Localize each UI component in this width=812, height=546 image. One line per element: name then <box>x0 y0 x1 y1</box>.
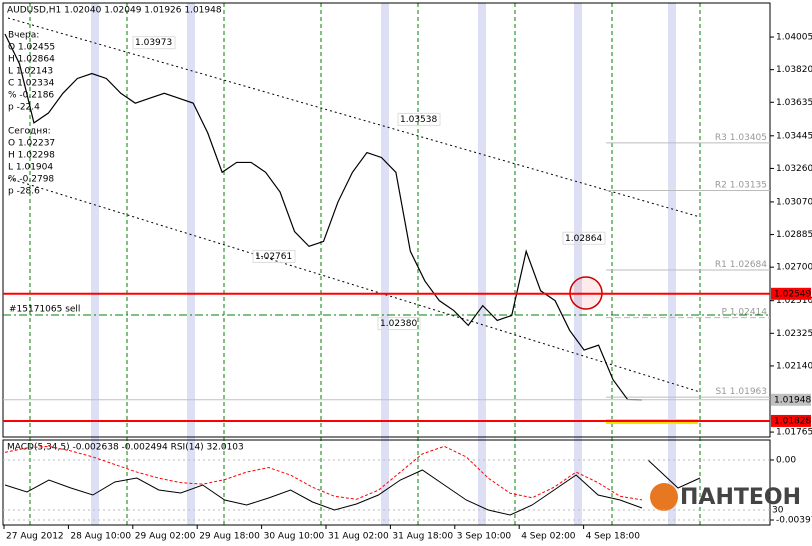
y-tick-label: 1.03635 <box>776 98 812 108</box>
x-tick-label: 31 Aug 18:00 <box>392 532 453 542</box>
highlight-bands <box>91 3 676 525</box>
y-tick-label: 1.02510 <box>776 296 812 306</box>
macd-tick-label: 0.00 <box>776 455 796 465</box>
channel-label: 1.03973 <box>135 38 172 48</box>
channel-label-box <box>252 249 296 263</box>
channel-label-box <box>397 112 441 126</box>
y-tick-label: 1.03820 <box>776 65 812 75</box>
macd-tick-label: -0.00397 <box>776 516 812 526</box>
y-tick-label: 1.04005 <box>776 33 812 43</box>
pivot-label: R1 1.02684 <box>715 259 767 269</box>
pivot-value: 1.03405 <box>730 132 767 142</box>
price-box <box>771 414 811 427</box>
y-tick-label: 1.02140 <box>776 361 812 371</box>
macd-line <box>4 445 643 501</box>
x-tick-label: 4 Sep 18:00 <box>586 532 641 542</box>
x-tick-label: 28 Aug 10:00 <box>70 532 131 542</box>
channel-label: 1.03538 <box>400 115 437 125</box>
channel-lines <box>7 17 701 393</box>
pivot-label: R2 1.03135 <box>715 180 767 190</box>
pivot-name: R1 <box>715 259 727 269</box>
x-tick-label: 30 Aug 10:00 <box>264 532 325 542</box>
x-tick-label: 29 Aug 18:00 <box>199 532 260 542</box>
y-tick-label: 1.01765 <box>776 428 812 438</box>
channel-label-box <box>377 317 421 331</box>
y-tick-label: 1.02700 <box>776 263 812 273</box>
x-tick-label: 3 Sep 10:00 <box>457 532 512 542</box>
pivot-value: 1.01963 <box>730 387 767 397</box>
price-box-label: 1.02549 <box>774 289 811 299</box>
info-line: H 1.02298 <box>8 151 55 161</box>
pivot-name: R3 <box>715 132 727 142</box>
order-label: #15171065 sell <box>9 304 80 314</box>
info-line: C 1.02334 <box>8 79 55 89</box>
info-line: p -28.6 <box>8 187 40 197</box>
pivot-label: P 1.02414 <box>721 307 767 317</box>
x-tick-label: 29 Aug 02:00 <box>135 532 196 542</box>
macd-title: MACD(5,34,5) -0.002638 -0.002494 RSI(14)… <box>7 443 244 453</box>
macd-frame <box>2 439 771 526</box>
pivot-value: 1.02414 <box>730 307 767 317</box>
pivot-label: S1 1.01963 <box>715 387 767 397</box>
info-line: Вчера: <box>8 31 39 41</box>
channel-label: 1.02864 <box>565 234 602 244</box>
rsi-line <box>4 469 643 516</box>
price-box-label: 1.01828 <box>774 416 811 426</box>
pivot-name: S1 <box>715 387 726 397</box>
channel-label: 1.02761 <box>255 252 292 262</box>
rsi-tick-label: 30 <box>772 506 784 516</box>
main-frame <box>2 2 771 438</box>
x-tick-label: 31 Aug 02:00 <box>328 532 389 542</box>
info-line: % -0.2186 <box>8 91 54 101</box>
info-line: L 1.02143 <box>8 67 53 77</box>
channel-label-box <box>132 36 176 50</box>
logo: ПАНТЕОН <box>650 483 801 511</box>
info-line: L 1.01904 <box>8 163 53 173</box>
price-box-label: 1.01948 <box>774 395 811 405</box>
y-tick-label: 1.03445 <box>776 131 812 141</box>
info-line: % -0.2798 <box>8 175 54 185</box>
y-tick-label: 1.02885 <box>776 230 812 240</box>
info-line: p -22.4 <box>8 103 40 113</box>
info-line: H 1.02864 <box>8 55 55 65</box>
pivot-value: 1.02684 <box>730 259 767 269</box>
pivot-label: R3 1.03405 <box>715 132 767 142</box>
logo-text: ПАНТЕОН <box>680 485 801 510</box>
pivot-name: R2 <box>715 180 727 190</box>
price-line <box>4 33 643 401</box>
pivot-name: P <box>721 307 727 317</box>
price-box <box>771 287 811 300</box>
price-box <box>771 393 811 406</box>
info-line: O 1.02455 <box>8 43 55 53</box>
x-tick-label: 27 Aug 2012 <box>6 532 64 542</box>
info-line: O 1.02237 <box>8 139 55 149</box>
channel-label: 1.02380 <box>380 319 417 329</box>
info-line: Сегодня: <box>8 127 51 137</box>
y-tick-label: 1.03260 <box>776 164 812 174</box>
chart-title: AUDUSD,H1 1.02040 1.02049 1.01926 1.0194… <box>7 6 222 16</box>
projection-line <box>647 459 701 489</box>
x-tick-label: 4 Sep 02:00 <box>521 532 576 542</box>
y-tick-label: 1.02325 <box>776 329 812 339</box>
pivot-value: 1.03135 <box>730 180 767 190</box>
channel-label-box <box>562 231 606 245</box>
y-tick-label: 1.03070 <box>776 197 812 207</box>
day-separators <box>29 3 701 525</box>
